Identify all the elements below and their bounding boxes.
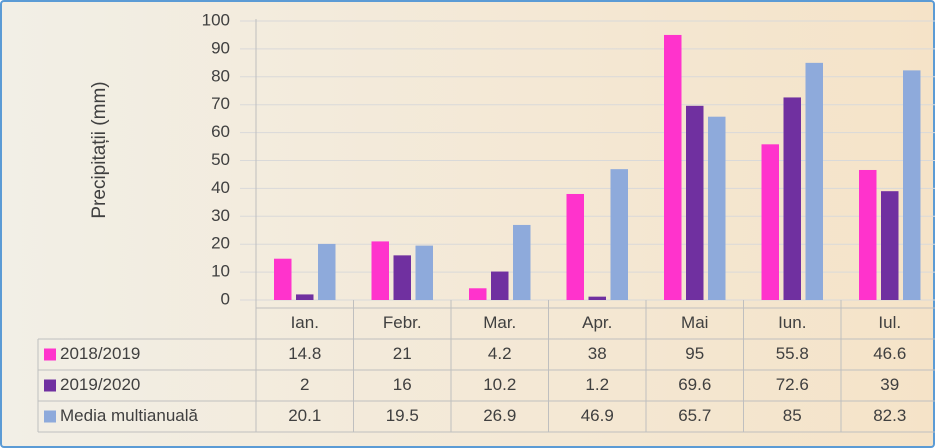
bar [393, 255, 411, 300]
bar [415, 245, 433, 300]
y-tick-label: 0 [221, 289, 230, 308]
bar [513, 224, 531, 300]
bar [664, 34, 682, 300]
x-tick-label: Apr. [582, 313, 612, 332]
bar [296, 294, 314, 300]
table-value: 55.8 [776, 344, 809, 363]
table-value: 46.6 [873, 344, 906, 363]
bar [469, 288, 487, 300]
table-value: 21 [393, 344, 412, 363]
table-value: 19.5 [386, 406, 419, 425]
bar [566, 193, 584, 300]
table-value: 4.2 [488, 344, 512, 363]
legend-swatch [44, 348, 56, 361]
table-value: 38 [588, 344, 607, 363]
table-value: 26.9 [483, 406, 516, 425]
x-tick-label: Mai [681, 313, 708, 332]
y-tick-label: 100 [202, 10, 230, 29]
table-value: 95 [685, 344, 704, 363]
table-value: 85 [783, 406, 802, 425]
y-tick-label: 70 [211, 94, 230, 113]
table-value: 16 [393, 375, 412, 394]
legend-label: Media multianuală [60, 406, 199, 425]
y-tick-label: 90 [211, 38, 230, 57]
bar [903, 70, 921, 301]
bar [588, 296, 606, 300]
bar [783, 97, 801, 300]
bar [859, 169, 877, 300]
table-value: 46.9 [581, 406, 614, 425]
table-value: 1.2 [585, 375, 609, 394]
bar [805, 62, 823, 300]
y-tick-label: 40 [211, 178, 230, 197]
table-value: 14.8 [288, 344, 321, 363]
table-value: 72.6 [776, 375, 809, 394]
table-value: 20.1 [288, 406, 321, 425]
y-tick-label: 10 [211, 262, 230, 281]
x-tick-label: Mar. [483, 313, 516, 332]
bar [708, 116, 726, 301]
y-tick-label: 60 [211, 122, 230, 141]
bar [318, 243, 336, 300]
table-value: 69.6 [678, 375, 711, 394]
bar [686, 105, 704, 300]
bar [881, 191, 899, 300]
y-axis-label: Precipitații (mm) [89, 81, 110, 218]
bar [274, 258, 292, 300]
table-value: 10.2 [483, 375, 516, 394]
table-value: 65.7 [678, 406, 711, 425]
legend-label: 2019/2020 [60, 375, 140, 394]
bar [761, 144, 779, 300]
bar [610, 169, 628, 300]
y-tick-label: 20 [211, 234, 230, 253]
table-value: 2 [300, 375, 309, 394]
legend-label: 2018/2019 [60, 344, 140, 363]
table-value: 39 [880, 375, 899, 394]
bar [491, 271, 509, 300]
y-tick-label: 50 [211, 150, 230, 169]
x-tick-label: Ian. [291, 313, 319, 332]
x-tick-label: Iul. [878, 313, 901, 332]
x-tick-label: Febr. [383, 313, 422, 332]
y-tick-label: 30 [211, 206, 230, 225]
y-tick-label: 80 [211, 66, 230, 85]
x-tick-label: Iun. [778, 313, 806, 332]
table-value: 82.3 [873, 406, 906, 425]
bar [371, 241, 389, 300]
legend-swatch [44, 410, 56, 423]
legend-swatch [44, 379, 56, 392]
